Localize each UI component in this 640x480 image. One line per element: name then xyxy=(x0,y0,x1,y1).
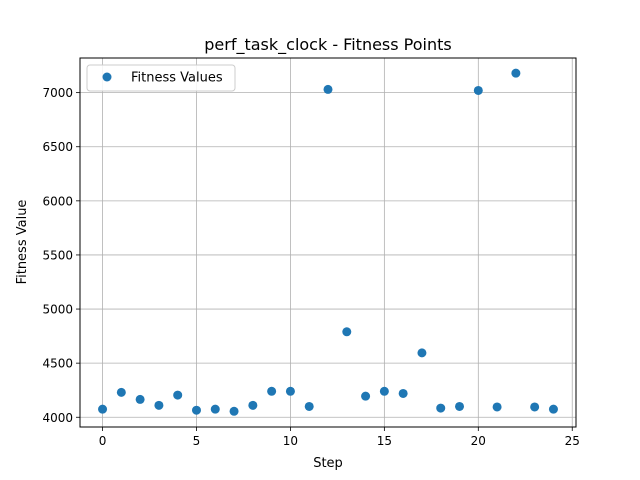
data-point xyxy=(116,387,126,397)
plot-area-frame xyxy=(79,57,577,428)
x-tick-label: 10 xyxy=(283,434,298,448)
data-point xyxy=(267,386,277,396)
y-tick-label: 7000 xyxy=(42,86,73,100)
chart-title: perf_task_clock - Fitness Points xyxy=(204,35,452,55)
data-point xyxy=(398,388,408,398)
legend-label: Fitness Values xyxy=(131,71,223,86)
data-point xyxy=(229,406,239,416)
x-tick-label: 5 xyxy=(193,434,201,448)
data-point xyxy=(304,401,314,411)
data-point xyxy=(436,403,446,413)
data-point xyxy=(154,400,164,410)
data-point xyxy=(135,394,145,404)
data-points xyxy=(98,68,558,416)
y-tick-label: 5000 xyxy=(42,303,73,317)
data-point xyxy=(323,84,333,94)
legend: Fitness Values xyxy=(86,64,236,92)
data-point xyxy=(511,68,521,78)
y-tick-label: 4000 xyxy=(42,411,73,425)
legend-box xyxy=(86,64,236,92)
data-point xyxy=(98,404,108,414)
data-point xyxy=(173,390,183,400)
y-tick-label: 4500 xyxy=(42,357,73,371)
y-tick-label: 6000 xyxy=(42,194,73,208)
axis-ticks: 0 5 10 15 20 25 4000 4500 5000 5500 6000 6500 7000 xyxy=(42,86,579,448)
data-point xyxy=(361,391,371,401)
data-point xyxy=(379,386,389,396)
data-point xyxy=(492,402,502,412)
y-tick-label: 5500 xyxy=(42,248,73,262)
data-point xyxy=(342,327,352,337)
legend-marker xyxy=(102,72,112,82)
y-axis-label: Fitness Value xyxy=(15,200,30,285)
data-point xyxy=(548,404,558,414)
data-point xyxy=(417,348,427,358)
data-point xyxy=(473,85,483,95)
x-tick-label: 0 xyxy=(99,434,107,448)
data-point xyxy=(530,402,540,412)
data-point xyxy=(191,405,201,415)
x-tick-label: 25 xyxy=(565,434,580,448)
x-axis-label: Step xyxy=(313,456,343,471)
data-point xyxy=(455,401,465,411)
grid xyxy=(80,58,576,427)
data-point xyxy=(285,386,295,396)
x-tick-label: 20 xyxy=(471,434,486,448)
data-point xyxy=(210,404,220,414)
y-tick-label: 6500 xyxy=(42,140,73,154)
x-tick-label: 15 xyxy=(377,434,392,448)
data-point xyxy=(248,400,258,410)
